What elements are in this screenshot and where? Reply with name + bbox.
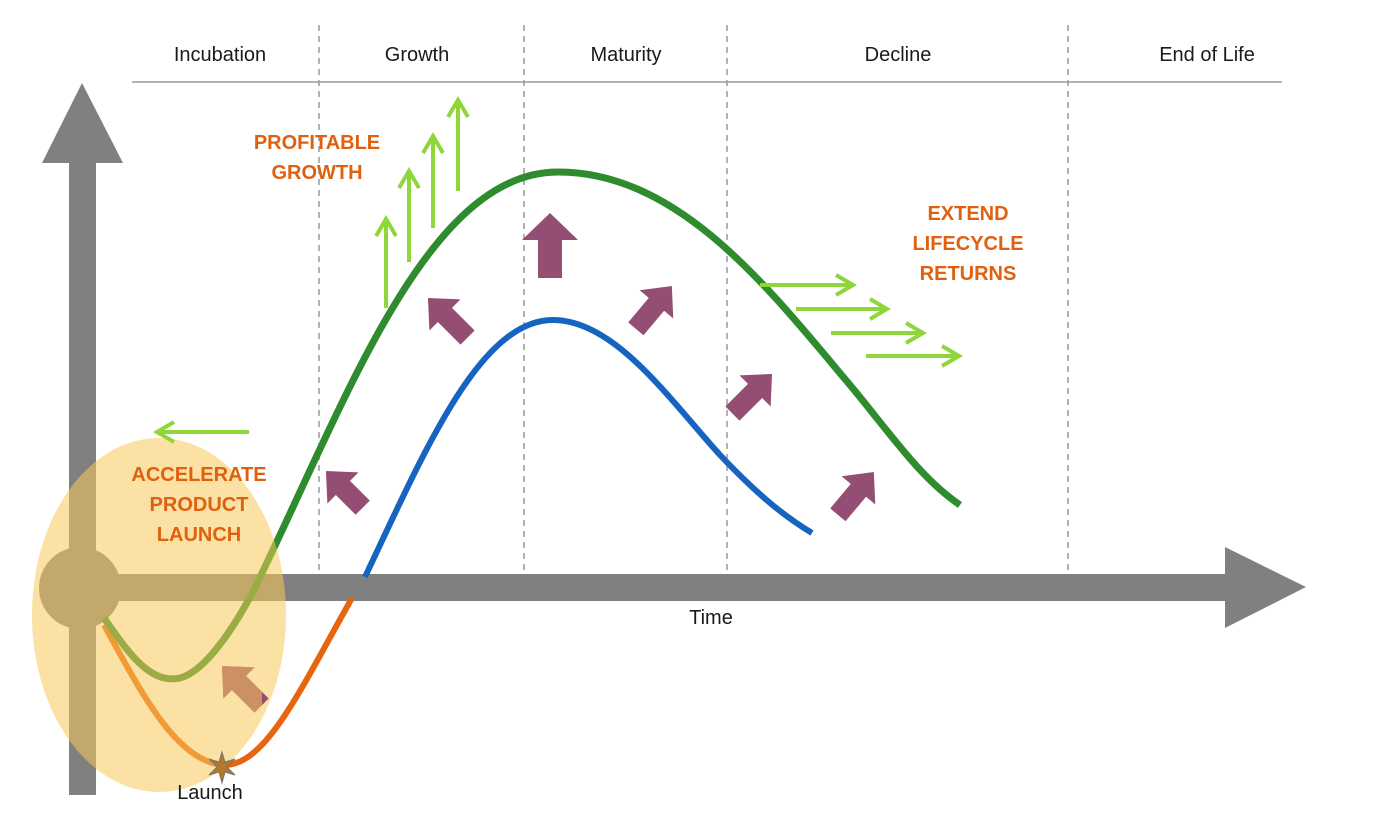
blue-baseline-curve — [362, 316, 814, 579]
purple-arrow-up-left-1 — [325, 470, 370, 515]
callout-extend-line1: EXTEND — [927, 203, 1008, 225]
callout-extend-line2: LIFECYCLE — [912, 233, 1023, 255]
launch-star-icon — [208, 750, 236, 785]
phase-label-end-of-life: End of Life — [1159, 44, 1255, 66]
phase-label-decline: Decline — [865, 44, 932, 66]
purple-arrow-up-right-1 — [628, 285, 674, 336]
phase-label-maturity: Maturity — [590, 44, 661, 66]
phase-label-incubation: Incubation — [174, 44, 266, 66]
purple-arrow-up-left-2 — [427, 297, 475, 345]
callout-extend-line3: RETURNS — [920, 263, 1017, 285]
x-axis — [100, 547, 1306, 628]
phase-label-growth: Growth — [385, 44, 449, 66]
phase-dividers — [318, 25, 1069, 575]
extend-lifecycle-arrows — [760, 273, 963, 368]
purple-arrow-up-right-2 — [725, 373, 773, 421]
purple-arrow-up-right-3 — [830, 471, 876, 522]
profitable-growth-arrows — [374, 96, 470, 308]
x-axis-label-time: Time — [689, 607, 733, 629]
callout-accelerate-line2: PRODUCT — [150, 494, 249, 516]
callout-profitable-growth-line1: PROFITABLE — [254, 132, 380, 154]
callout-profitable-growth-line2: GROWTH — [271, 162, 362, 184]
launch-label: Launch — [177, 782, 243, 804]
accelerate-launch-highlight — [32, 438, 286, 792]
accelerate-launch-arrow — [153, 420, 249, 444]
purple-arrow-up — [522, 213, 578, 278]
callout-accelerate-line1: ACCELERATE — [131, 464, 266, 486]
callout-accelerate-line3: LAUNCH — [157, 524, 241, 546]
